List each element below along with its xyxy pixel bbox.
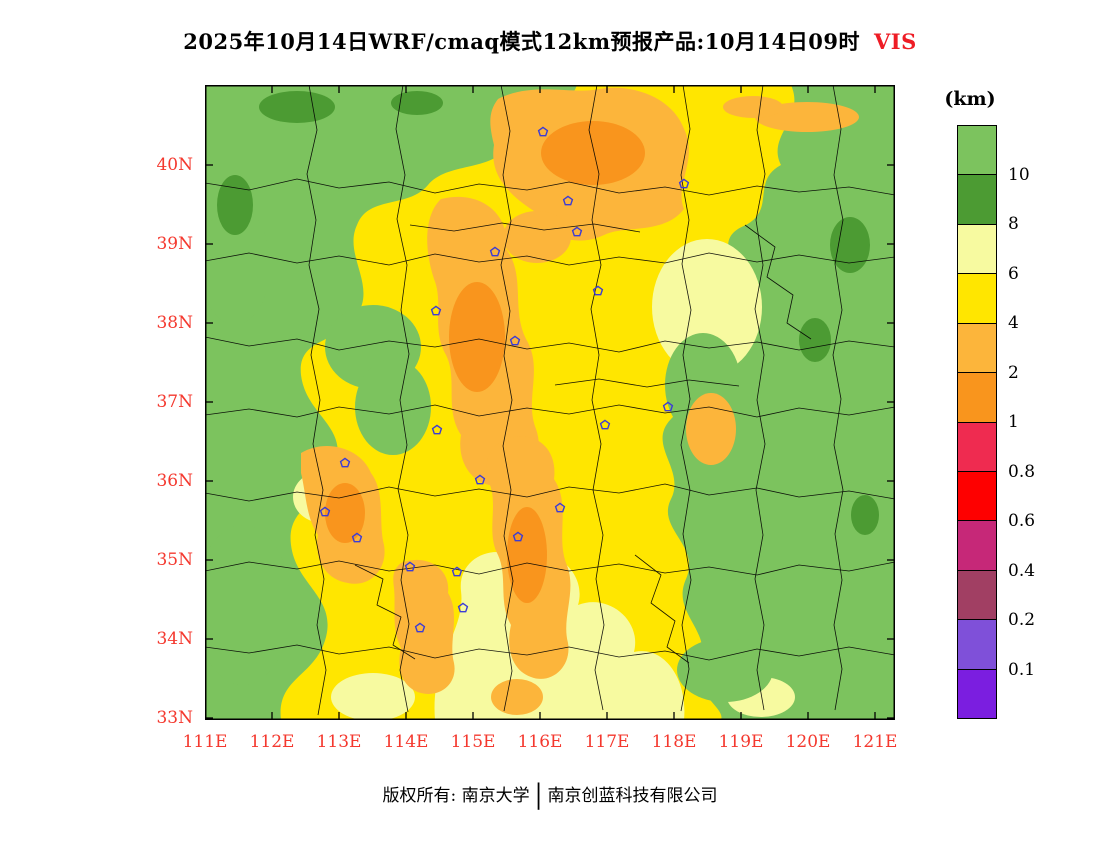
lon-tick-label: 115E <box>450 732 496 752</box>
legend-swatch <box>958 620 996 670</box>
contour-darkgreen-blob <box>830 217 870 273</box>
legend-boundary-label: 4 <box>1008 313 1019 333</box>
lon-tick-label: 113E <box>316 732 362 752</box>
legend-boundary-label: 0.6 <box>1008 511 1036 531</box>
legend-title: (km) <box>944 88 996 110</box>
lon-tick-label: 114E <box>383 732 429 752</box>
contour-paleyellow-blob <box>331 673 415 720</box>
contour-darkgreen-blob <box>851 495 879 535</box>
city-marker-icon <box>404 561 416 572</box>
legend-boundary-label: 0.8 <box>1008 461 1036 482</box>
legend-swatch <box>958 323 996 374</box>
city-marker-icon <box>489 246 501 257</box>
page-title: 2025年10月14日WRF/cmaq模式12km预报产品:10月14日09时 V… <box>0 26 1100 56</box>
colorbar <box>957 125 997 719</box>
copyright-footer: 版权所有: 南京大学│ 南京创蓝科技有限公司 <box>0 781 1100 810</box>
lat-tick-label: 40N <box>156 155 193 175</box>
city-marker-icon <box>678 178 690 189</box>
city-marker-icon <box>457 602 469 613</box>
city-marker-icon <box>512 531 524 542</box>
contour-orange-blob <box>686 393 736 465</box>
lon-tick-label: 121E <box>852 732 898 752</box>
title-variable: VIS <box>873 29 917 54</box>
city-marker-icon <box>571 226 583 237</box>
legend-boundary-label: 0.1 <box>1008 659 1036 680</box>
footer-divider: │ <box>531 784 546 810</box>
visibility-map <box>205 85 895 720</box>
map-area <box>205 85 895 720</box>
city-marker-icon <box>430 305 442 316</box>
lon-tick-label: 111E <box>182 732 228 752</box>
lat-tick-label: 37N <box>156 392 193 412</box>
city-marker-icon <box>592 285 604 296</box>
legend-boundary-label: 10 <box>1008 164 1030 185</box>
contour-deeporange-core <box>507 507 547 603</box>
city-marker-icon <box>351 532 363 543</box>
city-marker-icon <box>509 335 521 346</box>
legend-swatch <box>958 224 996 275</box>
city-marker-icon <box>554 502 566 513</box>
legend-boundary-label: 0.2 <box>1008 610 1036 630</box>
contour-darkgreen-blob <box>259 91 335 123</box>
city-marker-icon <box>562 195 574 206</box>
contour-paleyellow-east <box>652 239 762 375</box>
contour-green-blob <box>677 638 773 702</box>
contour-deeporange-core <box>449 282 505 392</box>
city-marker-icon <box>319 506 331 517</box>
city-marker-icon <box>537 126 549 137</box>
contour-darkgreen-blob <box>217 175 253 235</box>
city-marker-icon <box>339 457 351 468</box>
contour-green-blob <box>205 205 270 325</box>
lon-tick-label: 119E <box>718 732 764 752</box>
contour-deeporange-core <box>325 483 365 543</box>
lat-tick-label: 36N <box>156 471 193 491</box>
lon-tick-label: 117E <box>584 732 630 752</box>
city-marker-icon <box>474 474 486 485</box>
contour-orange-band <box>723 96 783 118</box>
legend-boundary-label: 0.4 <box>1008 560 1036 581</box>
legend-swatch <box>958 422 996 472</box>
city-marker-icon <box>414 622 426 633</box>
legend-swatch <box>958 570 996 621</box>
legend-swatch <box>958 126 996 176</box>
lat-tick-label: 35N <box>156 550 193 570</box>
legend-boundary-label: 8 <box>1008 214 1019 234</box>
contour-darkgreen-blob <box>391 91 443 115</box>
copyright-owner: 版权所有: 南京大学 <box>382 786 530 806</box>
legend-swatch <box>958 274 996 324</box>
legend-boundary-label: 2 <box>1008 362 1019 383</box>
contour-orange-connector <box>503 211 571 263</box>
lat-tick-label: 33N <box>156 708 193 728</box>
contour-orange-blob <box>491 679 543 715</box>
admin-boundaries <box>205 85 895 716</box>
contour-darkgreen-blob <box>799 318 831 362</box>
city-marker-icon <box>451 566 463 577</box>
legend-swatch <box>958 373 996 423</box>
title-text: 2025年10月14日WRF/cmaq模式12km预报产品:10月14日09时 <box>183 29 860 54</box>
lon-tick-label: 112E <box>249 732 295 752</box>
legend-boundary-label: 6 <box>1008 263 1019 284</box>
lat-tick-label: 38N <box>156 313 193 333</box>
copyright-company: 南京创蓝科技有限公司 <box>547 786 718 806</box>
lon-tick-label: 116E <box>517 732 563 752</box>
lat-tick-label: 39N <box>156 234 193 254</box>
legend-swatch <box>958 175 996 225</box>
legend-swatch <box>958 471 996 522</box>
legend-swatch <box>958 521 996 571</box>
lon-tick-label: 118E <box>651 732 697 752</box>
contour-green-blob <box>355 359 431 455</box>
lon-tick-label: 120E <box>785 732 831 752</box>
legend-boundary-label: 1 <box>1008 412 1019 432</box>
legend-swatch <box>958 669 996 719</box>
contour-deeporange-core <box>541 121 645 185</box>
city-marker-icon <box>431 424 443 435</box>
lat-tick-label: 34N <box>156 629 193 649</box>
contour-green-west <box>205 85 577 720</box>
city-marker-icon <box>662 401 674 412</box>
city-marker-icon <box>599 419 611 430</box>
